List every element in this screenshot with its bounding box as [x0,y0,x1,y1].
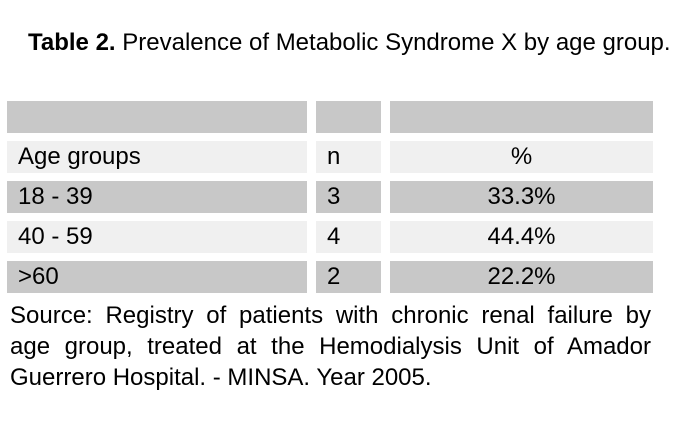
column-header-age-groups: Age groups [7,141,307,173]
table-top-band-cell [390,101,653,133]
table-cell-age-group: 40 - 59 [7,221,307,253]
table-cell-percent: 22.2% [390,261,653,293]
source-note-line: Source: Registry of patients with chroni… [10,302,651,329]
table-top-band-cell [7,101,307,133]
table-cell-age-group: >60 [7,261,307,293]
table-title-text: Prevalence of Metabolic Syndrome X by ag… [122,29,671,56]
table-cell-age-group: 18 - 39 [7,181,307,213]
table-cell-n: 4 [316,221,381,253]
table-title: Table 2. Prevalence of Metabolic Syndrom… [13,27,673,59]
prevalence-table: Age groups n % 18 - 39 3 33.3% 40 - 59 4… [7,101,653,293]
table-title-label: Table 2. [28,29,116,56]
table-cell-n: 2 [316,261,381,293]
source-note-line: Guerrero Hospital. - MINSA. Year 2005. [10,364,432,391]
source-note: Source: Registry of patients with chroni… [10,300,651,393]
table-cell-percent: 44.4% [390,221,653,253]
table-top-band-cell [316,101,381,133]
table-cell-n: 3 [316,181,381,213]
column-header-percent: % [390,141,653,173]
source-note-line: age group, treated at the Hemodialysis U… [10,333,651,360]
table-cell-percent: 33.3% [390,181,653,213]
column-header-n: n [316,141,381,173]
